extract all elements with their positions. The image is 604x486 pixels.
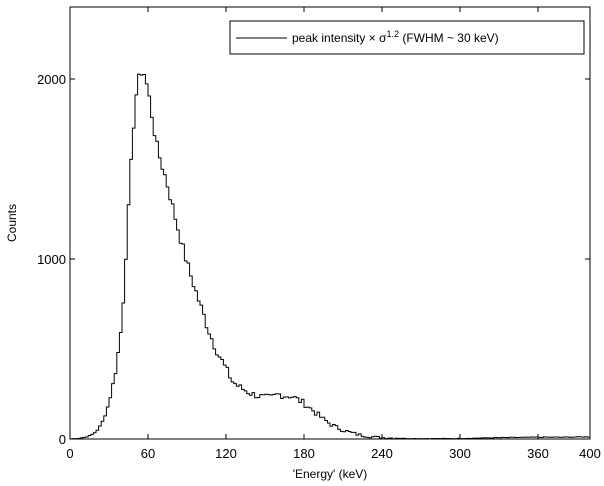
- x-tick-label: 60: [141, 446, 155, 461]
- x-tick-label: 240: [371, 446, 393, 461]
- axes-box: [69, 6, 591, 440]
- legend-box: [229, 20, 585, 55]
- legend-entry: peak intensity × σ1.2 (FWHM ~ 30 keV): [292, 29, 499, 45]
- y-axis-ticks: 0 1000 2000: [37, 72, 590, 447]
- x-tick-label: 120: [215, 446, 237, 461]
- series-line: [69, 73, 590, 440]
- x-tick-label: 360: [527, 446, 549, 461]
- x-axis-ticks: 0 60 120 180 240 300 360 400: [66, 7, 601, 461]
- y-tick-label: 2000: [37, 72, 66, 87]
- y-axis-label: Counts: [5, 204, 19, 242]
- x-tick-label: 400: [579, 446, 601, 461]
- y-tick-label: 1000: [37, 252, 66, 267]
- plot-area: 0 60 120 180 240 300 360 400 0 1000 2000: [37, 6, 601, 461]
- x-tick-label: 0: [66, 446, 73, 461]
- x-tick-label: 180: [293, 446, 315, 461]
- legend: peak intensity × σ1.2 (FWHM ~ 30 keV): [229, 20, 585, 55]
- x-tick-label: 300: [449, 446, 471, 461]
- x-axis-label: 'Energy' (keV): [293, 467, 368, 481]
- y-tick-label: 0: [59, 432, 66, 447]
